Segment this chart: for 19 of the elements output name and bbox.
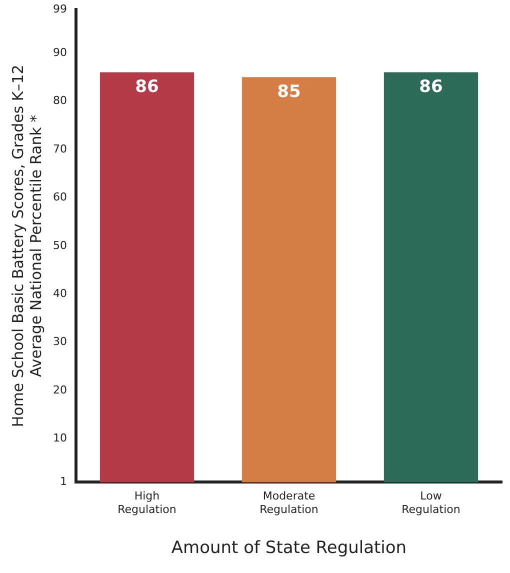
y-tick-label: 99 bbox=[52, 2, 67, 16]
y-tick-label: 70 bbox=[52, 142, 67, 156]
y-tick-label: 40 bbox=[52, 286, 67, 300]
y-tick-label: 80 bbox=[52, 94, 67, 108]
y-axis-title: Home School Basic Battery Scores, Grades K–12 Average National Percentile Rank * bbox=[8, 64, 45, 428]
y-tick-label: 20 bbox=[52, 383, 67, 396]
y-tick-label: 10 bbox=[52, 432, 67, 445]
y-tick-label: 50 bbox=[52, 238, 67, 252]
x-tick-label: High Regulation bbox=[118, 490, 176, 516]
data-label: 85 bbox=[277, 82, 301, 102]
data-label: 86 bbox=[419, 77, 443, 98]
x-tick-label: Low Regulation bbox=[402, 490, 460, 516]
y-tick-label: 90 bbox=[52, 46, 67, 59]
x-axis-title: Amount of State Regulation bbox=[171, 538, 407, 558]
data-label: 86 bbox=[135, 77, 159, 98]
x-tick-label: Moderate Regulation bbox=[260, 490, 318, 516]
y-tick-label: 1 bbox=[60, 475, 67, 488]
y-tick-label: 30 bbox=[52, 335, 67, 348]
y-tick-label: 60 bbox=[52, 190, 67, 204]
